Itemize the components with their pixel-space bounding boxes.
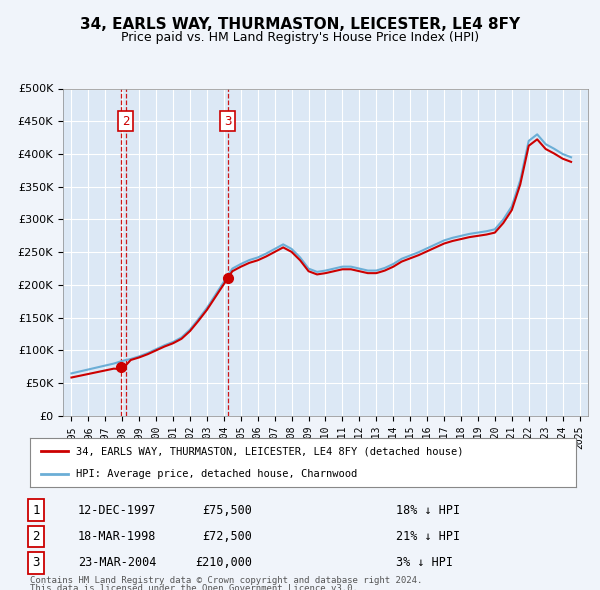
Text: 3: 3 xyxy=(224,114,232,128)
Text: 18-MAR-1998: 18-MAR-1998 xyxy=(78,530,157,543)
Text: HPI: Average price, detached house, Charnwood: HPI: Average price, detached house, Char… xyxy=(76,468,358,478)
Text: 18% ↓ HPI: 18% ↓ HPI xyxy=(396,504,460,517)
Text: 23-MAR-2004: 23-MAR-2004 xyxy=(78,556,157,569)
Text: 2: 2 xyxy=(122,114,130,128)
Text: 21% ↓ HPI: 21% ↓ HPI xyxy=(396,530,460,543)
Text: £75,500: £75,500 xyxy=(202,504,252,517)
Text: 12-DEC-1997: 12-DEC-1997 xyxy=(78,504,157,517)
Text: 34, EARLS WAY, THURMASTON, LEICESTER, LE4 8FY (detached house): 34, EARLS WAY, THURMASTON, LEICESTER, LE… xyxy=(76,447,464,457)
Text: 3: 3 xyxy=(32,556,40,569)
Text: £210,000: £210,000 xyxy=(195,556,252,569)
Text: 1: 1 xyxy=(32,504,40,517)
Text: £72,500: £72,500 xyxy=(202,530,252,543)
Text: 3% ↓ HPI: 3% ↓ HPI xyxy=(396,556,453,569)
Text: 34, EARLS WAY, THURMASTON, LEICESTER, LE4 8FY: 34, EARLS WAY, THURMASTON, LEICESTER, LE… xyxy=(80,17,520,31)
Text: 2: 2 xyxy=(32,530,40,543)
Text: This data is licensed under the Open Government Licence v3.0.: This data is licensed under the Open Gov… xyxy=(30,584,358,590)
Text: Price paid vs. HM Land Registry's House Price Index (HPI): Price paid vs. HM Land Registry's House … xyxy=(121,31,479,44)
Text: Contains HM Land Registry data © Crown copyright and database right 2024.: Contains HM Land Registry data © Crown c… xyxy=(30,576,422,585)
